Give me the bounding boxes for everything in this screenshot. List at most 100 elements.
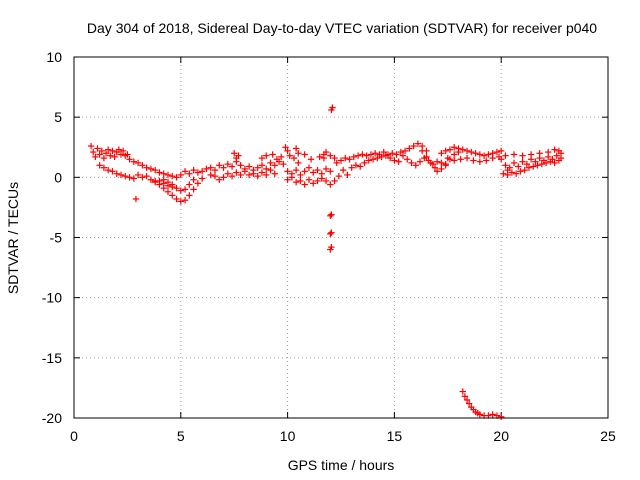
data-point <box>156 181 163 188</box>
data-point <box>280 160 287 168</box>
data-point <box>130 158 138 165</box>
data-point <box>290 154 298 162</box>
data-point <box>365 157 372 164</box>
data-point <box>220 174 227 181</box>
plot-frame <box>73 56 609 419</box>
data-point <box>258 169 266 176</box>
data-point <box>318 175 325 182</box>
data-point <box>301 181 308 188</box>
y-tick-label: 0 <box>54 169 62 185</box>
data-point <box>156 169 163 176</box>
data-point <box>267 159 274 167</box>
axis-ticks: 0 5 10 15 20 25 10 5 0 -5 -10 -15 -20 <box>42 49 616 444</box>
data-point <box>173 184 180 192</box>
data-point <box>369 156 377 163</box>
data-point <box>277 153 285 161</box>
data-point <box>530 163 537 170</box>
data-point <box>553 152 560 159</box>
data-point <box>292 166 300 174</box>
data-point <box>190 176 197 183</box>
data-point <box>258 154 266 162</box>
data-point <box>423 153 430 161</box>
data-point <box>438 159 445 167</box>
data-point <box>207 164 214 171</box>
data-point <box>322 148 330 156</box>
data-point <box>284 168 291 175</box>
data-point <box>94 145 101 152</box>
data-point <box>551 159 558 167</box>
data-point <box>328 211 335 218</box>
data-point <box>476 151 484 158</box>
data-point <box>408 159 415 167</box>
data-point <box>414 140 422 147</box>
data-point <box>350 153 358 161</box>
data-point <box>254 172 261 180</box>
data-point <box>346 156 353 163</box>
data-point <box>327 152 334 159</box>
data-point <box>489 154 496 162</box>
data-point <box>104 146 112 153</box>
data-point <box>393 151 400 158</box>
data-point <box>117 171 125 179</box>
data-point <box>147 165 155 173</box>
data-point <box>361 159 368 167</box>
data-point <box>151 166 159 174</box>
data-point <box>395 158 402 165</box>
data-point <box>457 156 464 163</box>
data-point <box>151 177 159 185</box>
data-point <box>389 150 396 157</box>
data-point <box>109 147 116 155</box>
data-point <box>237 162 244 169</box>
data-point <box>498 147 505 155</box>
data-point <box>348 164 355 171</box>
data-point <box>328 243 335 251</box>
data-point <box>173 174 180 181</box>
data-point <box>451 157 458 164</box>
data-points <box>87 104 565 420</box>
data-point <box>231 150 238 157</box>
data-point <box>181 168 189 175</box>
data-point <box>433 158 441 165</box>
data-point <box>263 165 270 173</box>
x-tick-label: 10 <box>280 428 296 444</box>
data-point <box>237 171 244 179</box>
data-point <box>96 151 103 158</box>
data-point <box>190 186 197 193</box>
data-point <box>177 187 184 194</box>
data-point <box>493 148 501 156</box>
data-point <box>451 151 458 158</box>
data-point <box>483 157 490 164</box>
data-point <box>228 163 236 170</box>
data-point <box>521 166 528 174</box>
data-point <box>115 146 123 153</box>
data-point <box>314 177 321 185</box>
data-point <box>444 154 451 162</box>
data-point <box>331 154 338 162</box>
data-point <box>416 158 424 165</box>
data-point <box>399 152 407 159</box>
data-point <box>551 146 558 153</box>
data-point <box>90 148 97 156</box>
grid-lines <box>74 57 608 418</box>
data-point <box>463 147 471 155</box>
data-point <box>241 168 249 175</box>
data-point <box>401 147 409 155</box>
data-point <box>357 163 364 170</box>
data-point <box>310 180 317 187</box>
data-point <box>190 166 197 174</box>
y-tick-label: 10 <box>46 49 62 65</box>
data-point <box>143 172 150 180</box>
data-point <box>327 230 334 238</box>
data-point <box>113 170 120 177</box>
data-point <box>107 152 114 159</box>
data-point <box>327 212 334 220</box>
data-point <box>130 175 138 182</box>
data-point <box>117 151 125 158</box>
y-tick-label: -20 <box>42 410 62 426</box>
data-point <box>508 169 516 176</box>
data-point <box>406 145 413 152</box>
data-point <box>177 198 184 205</box>
data-point <box>547 158 554 165</box>
data-point <box>295 159 302 167</box>
